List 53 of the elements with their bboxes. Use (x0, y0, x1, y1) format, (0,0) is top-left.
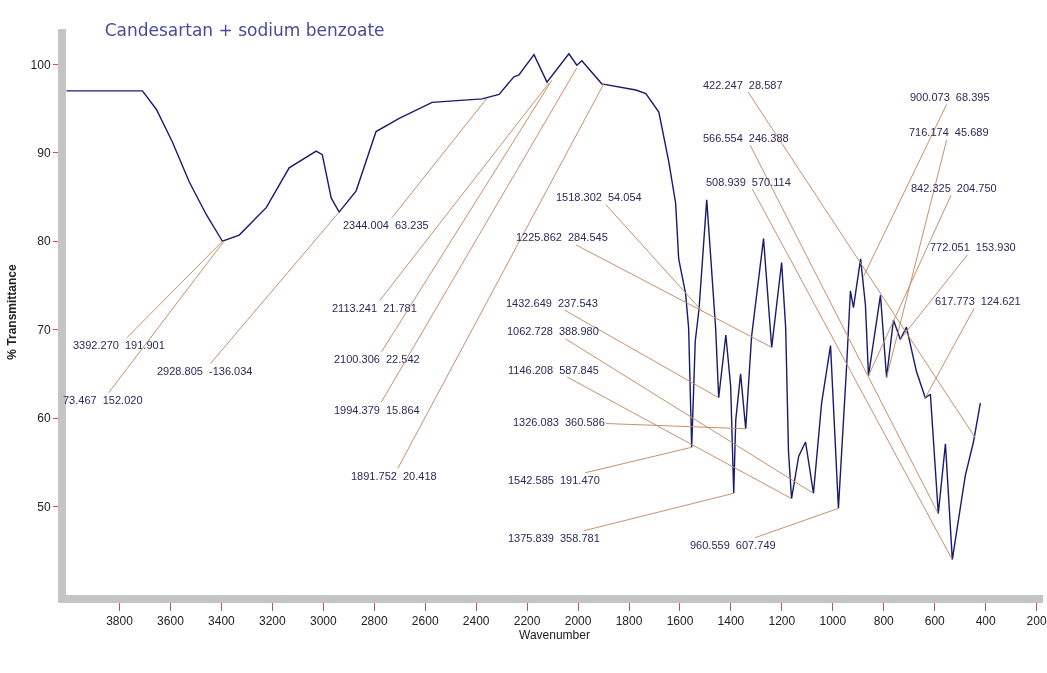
x-tick-label: 2200 (513, 614, 541, 629)
x-tick-label: 1600 (666, 614, 694, 629)
annotation: 617.773 124.621 (935, 295, 1021, 307)
annotation: 2928.805 -136.034 (157, 365, 253, 377)
x-tick-label: 3000 (309, 614, 337, 629)
x-tick-label: 2400 (462, 614, 490, 629)
annotation: 1994.379 15.864 (334, 404, 420, 416)
y-tick-label: 60 (37, 411, 51, 426)
annotation: 1542.585 191.470 (508, 474, 600, 486)
x-tick-label: 200 (1026, 614, 1047, 629)
annotation: 1146.208 587.845 (508, 364, 599, 376)
y-axis-title: % Transmittance (5, 263, 20, 360)
x-tick-label: 1200 (768, 614, 796, 629)
annotation: 2100.306 22.542 (334, 353, 420, 365)
x-tick-label: 3600 (157, 614, 185, 629)
x-tick-label: 1400 (717, 614, 745, 629)
y-tick-label: 80 (37, 234, 51, 249)
annotation: 1225.862 284.545 (516, 231, 608, 243)
annotation: 960.559 607.749 (690, 539, 776, 551)
annotation: 1375.839 358.781 (508, 532, 600, 544)
x-axis-title: Wavenumber (519, 628, 590, 643)
annotation: 716.174 45.689 (909, 126, 989, 138)
y-tick-label: 50 (37, 499, 51, 514)
annotation: 1326.083 360.586 (513, 416, 605, 428)
annotation: 1062.728 388.980 (507, 325, 599, 337)
y-tick-label: 90 (37, 146, 51, 161)
annotation: 772.051 153.930 (930, 241, 1016, 253)
annotation: 566.554 246.388 (703, 132, 789, 144)
chart-title: Candesartan + sodium benzoate (104, 20, 385, 41)
x-tick-label: 2000 (564, 614, 592, 629)
annotation: 2113.241 21.781 (332, 302, 417, 314)
x-tick-label: 400 (975, 614, 997, 629)
annotation: 73.467 152.020 (63, 394, 143, 406)
x-tick-label: 2600 (411, 614, 439, 629)
x-tick-label: 2800 (360, 614, 388, 629)
annotation: 900.073 68.395 (910, 91, 990, 103)
annotation: 3392.270 191.901 (73, 339, 165, 351)
x-tick-label: 3800 (106, 614, 134, 629)
x-tick-label: 600 (924, 614, 946, 629)
annotation: 1891.752 20.418 (351, 470, 437, 482)
y-tick-label: 70 (37, 322, 51, 337)
x-tick-label: 800 (873, 614, 895, 629)
annotation: 1518.302 54.054 (556, 191, 642, 203)
annotation: 1432.649 237.543 (506, 297, 598, 309)
annotation: 422.247 28.587 (703, 79, 783, 91)
annotation: 508.939 570.114 (706, 176, 791, 188)
x-tick-label: 1000 (819, 614, 847, 629)
x-tick-label: 1800 (615, 614, 643, 629)
y-tick-label: 100 (30, 57, 51, 72)
annotation: 842.325 204.750 (911, 182, 997, 194)
x-tick-label: 3400 (208, 614, 236, 629)
x-tick-label: 3200 (259, 614, 287, 629)
annotation: 2344.004 63.235 (343, 219, 429, 231)
